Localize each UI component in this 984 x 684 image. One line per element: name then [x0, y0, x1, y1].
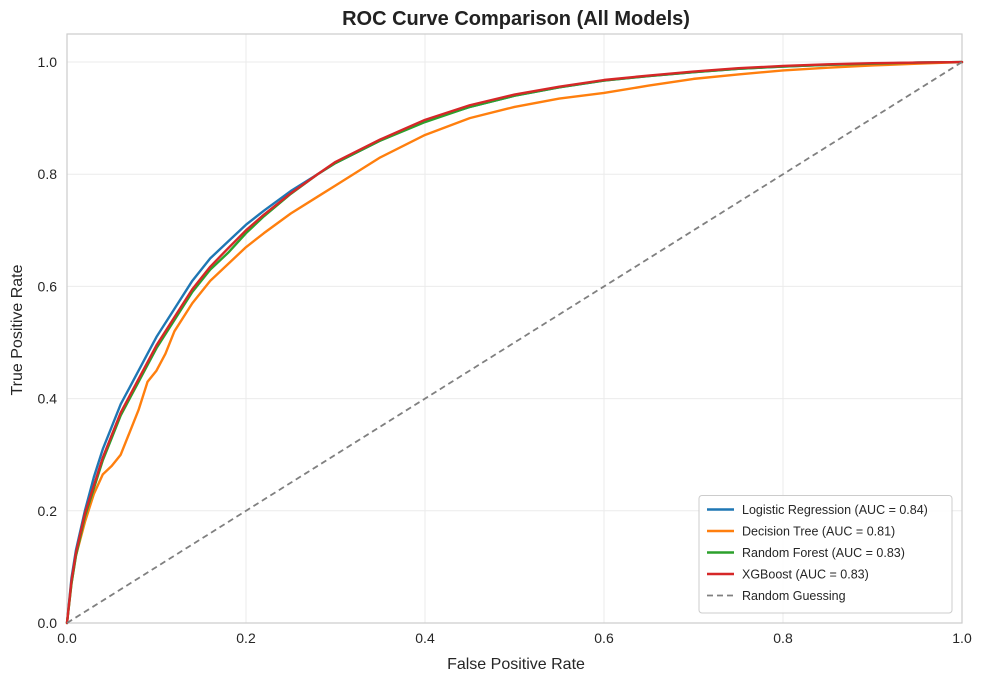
- legend: Logistic Regression (AUC = 0.84) Decision…: [698, 495, 953, 614]
- y-axis-label: True Positive Rate: [9, 264, 26, 395]
- y-tick-label: 0.2: [38, 503, 58, 519]
- x-tick-label: 0.4: [415, 630, 435, 646]
- legend-label-random-guessing: Random Guessing: [742, 589, 846, 603]
- legend-label-decision-tree: Decision Tree (AUC = 0.81): [742, 525, 895, 539]
- legend-label-logistic-regression: Logistic Regression (AUC = 0.84): [742, 503, 928, 517]
- series-group: [65, 60, 964, 625]
- series-line-xgboost: [65, 60, 964, 625]
- x-axis-label: False Positive Rate: [447, 656, 585, 673]
- legend-label-xgboost: XGBoost (AUC = 0.83): [742, 568, 869, 582]
- y-tick-label: 0.8: [38, 166, 58, 182]
- legend-label-random-forest: Random Forest (AUC = 0.83): [742, 546, 905, 560]
- chart-title: ROC Curve Comparison (All Models): [342, 8, 690, 30]
- y-tick-label: 0.6: [38, 278, 58, 294]
- tick-labels: 0.0 0.2 0.4 0.6 0.8 1.0 0.0 0.2 0.4 0.6 0.8 1.0: [38, 54, 972, 646]
- x-tick-label: 1.0: [952, 630, 972, 646]
- x-tick-label: 0.6: [594, 630, 614, 646]
- legend-box: [698, 495, 953, 614]
- x-tick-label: 0.2: [236, 630, 256, 646]
- x-tick-label: 0.0: [57, 630, 77, 646]
- y-tick-label: 0.4: [38, 391, 58, 407]
- plot-frame: [66, 33, 963, 624]
- series-line-random-guessing: [66, 61, 963, 624]
- x-tick-label: 0.8: [773, 630, 793, 646]
- y-tick-label: 0.0: [38, 615, 58, 631]
- y-tick-label: 1.0: [38, 54, 58, 70]
- series-line-decision-tree: [65, 60, 964, 625]
